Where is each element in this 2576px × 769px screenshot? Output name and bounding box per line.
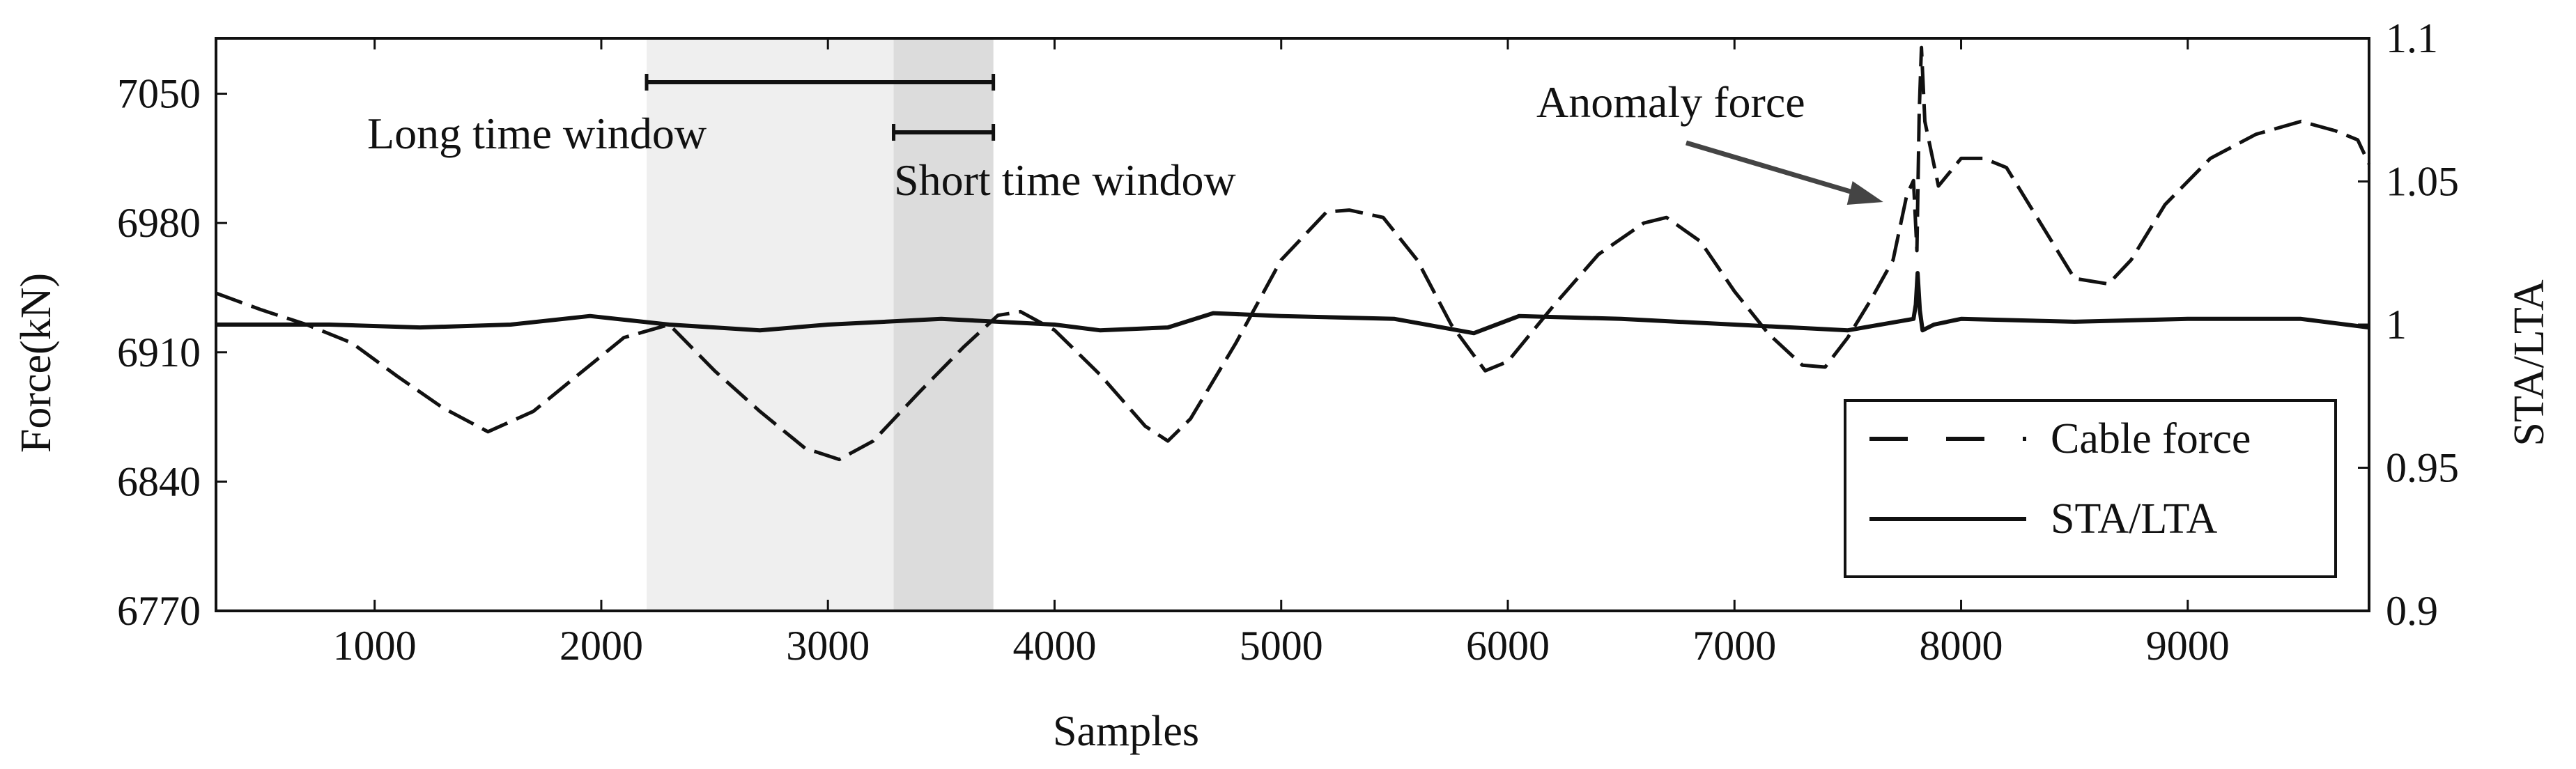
y-tick-label-left: 6980 (117, 200, 201, 246)
x-tick-label: 7000 (1692, 623, 1776, 669)
x-axis-label: Samples (1053, 708, 1199, 755)
y-tick-label-right: 1.1 (2386, 15, 2438, 61)
x-tick-label: 1000 (333, 623, 417, 669)
x-tick-label: 5000 (1240, 623, 1323, 669)
x-tick-label: 6000 (1466, 623, 1550, 669)
y-axis-label-left: Force(kN) (13, 273, 60, 453)
x-tick-label: 8000 (1920, 623, 2003, 669)
y-tick-label-left: 6910 (117, 329, 201, 375)
series-layer (215, 45, 2371, 462)
legend-box (1844, 399, 2337, 578)
y-tick-label-right: 0.95 (2386, 445, 2459, 491)
y-tick-label-left: 6770 (117, 588, 201, 634)
tick-layer: 1000 2000 3000 4000 5000 6000 7000 8000 9000 6770… (117, 15, 2459, 669)
short-window-shade (893, 38, 994, 611)
series-line-cable-force (215, 45, 2371, 462)
x-tick-label: 3000 (786, 623, 870, 669)
short-window-label: Short time window (894, 155, 1236, 205)
y-tick-label-right: 1 (2386, 302, 2407, 348)
y-tick-label-left: 6840 (117, 458, 201, 504)
long-window-label: Long time window (367, 109, 707, 158)
anomaly-label: Anomaly force (1536, 77, 1805, 127)
x-tick-label: 4000 (1012, 623, 1096, 669)
legend-label: STA/LTA (2051, 495, 2217, 543)
y-axis-label-right: STA/LTA (2506, 279, 2553, 446)
anomaly-arrow-head (1846, 181, 1883, 205)
series-line-sta-lta (216, 271, 2370, 336)
y-tick-label-left: 7050 (117, 71, 201, 117)
anomaly-arrow-shaft (1686, 140, 1870, 200)
legend-label: Cable force (2051, 415, 2251, 463)
x-tick-label: 9000 (2146, 623, 2230, 669)
legend: Cable force STA/LTA (1844, 399, 2337, 578)
y-tick-label-right: 0.9 (2386, 588, 2438, 634)
annotation-layer: Long time window Short time window Anomaly… (367, 74, 1883, 205)
y-tick-label-right: 1.05 (2386, 159, 2459, 205)
x-tick-label: 2000 (560, 623, 643, 669)
